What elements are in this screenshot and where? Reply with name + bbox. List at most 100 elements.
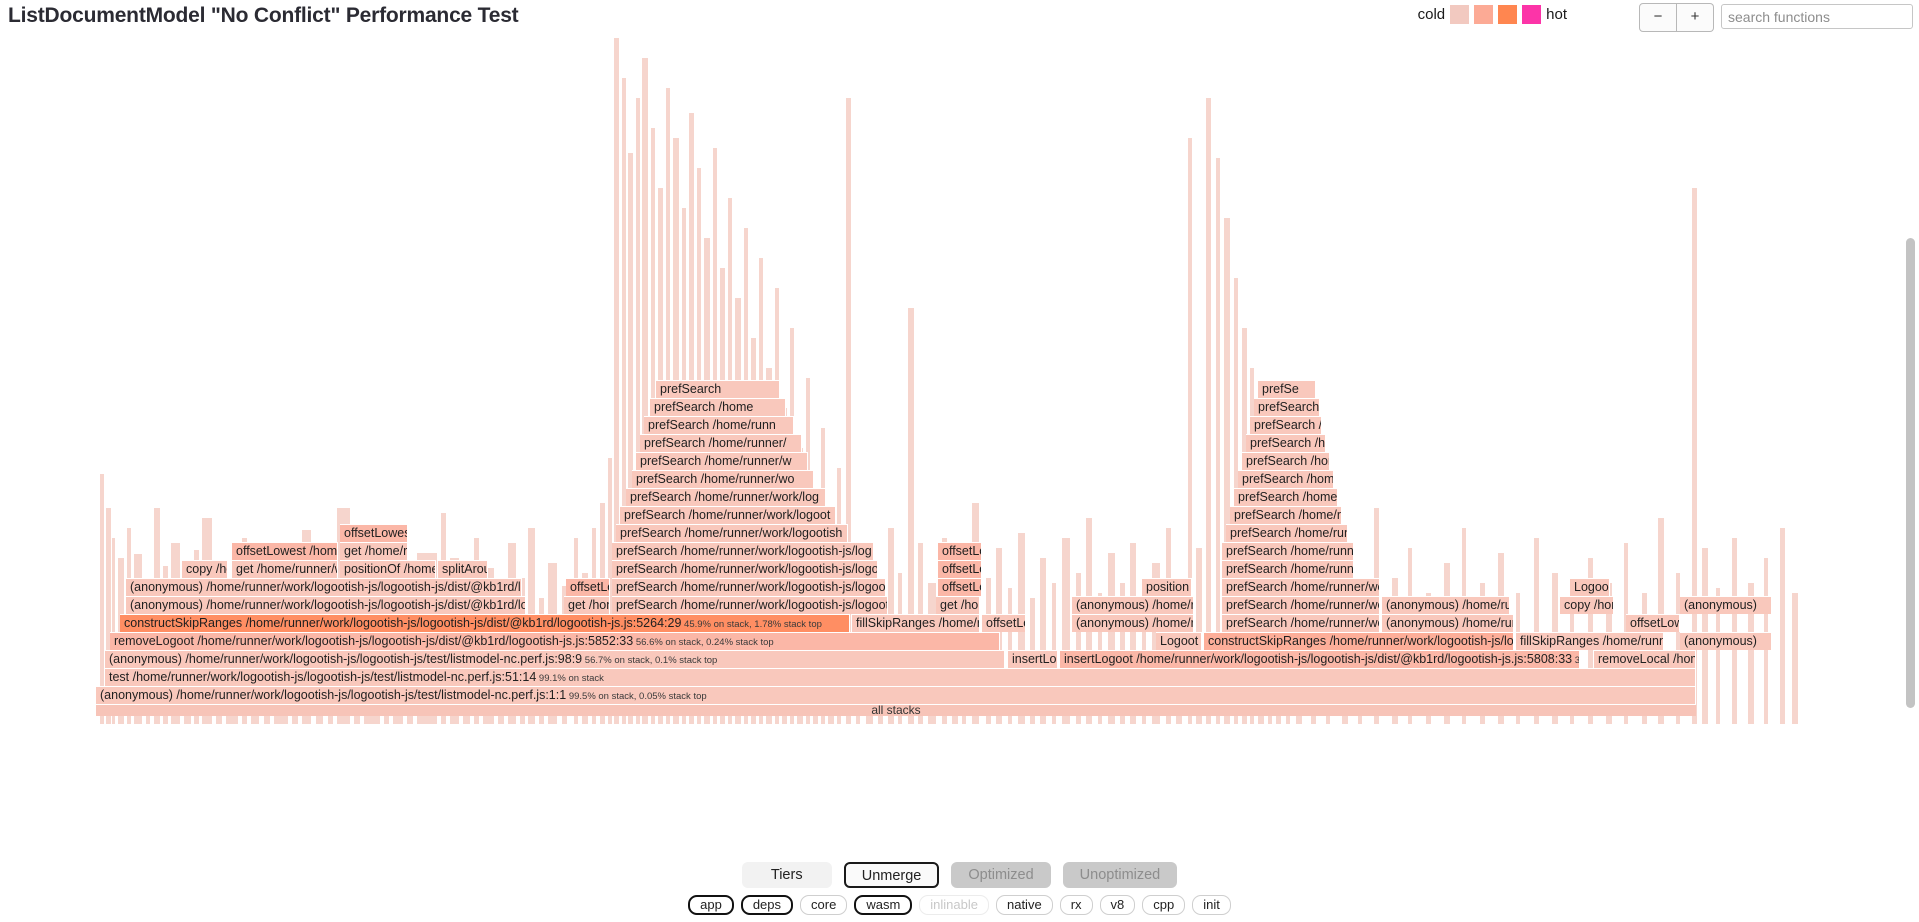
filter-button-v8[interactable]: v8: [1099, 895, 1136, 915]
flame-frame[interactable]: fillSkipRanges /home/runner: [1516, 632, 1664, 650]
flame-frame[interactable]: removeLocal /hom: [1594, 650, 1696, 668]
flame-spike[interactable]: [628, 153, 634, 724]
flame-spike[interactable]: [1792, 593, 1799, 724]
flame-frame[interactable]: prefSearch /home/runner: [1222, 560, 1354, 578]
flame-frame[interactable]: prefSearch /home/runner/work/logoot: [620, 506, 836, 524]
flame-spike[interactable]: [1716, 588, 1721, 724]
flame-spike[interactable]: [1732, 538, 1738, 724]
filter-button-cpp[interactable]: cpp: [1142, 895, 1186, 915]
flame-frame[interactable]: prefSearch /home/runner/work: [1222, 614, 1380, 632]
flame-frame[interactable]: test /home/runner/work/logootish-js/logo…: [105, 668, 1696, 686]
flame-frame[interactable]: offsetLowest: [340, 524, 408, 542]
flame-frame[interactable]: prefSearch /home/runner/work/log: [626, 488, 826, 506]
flame-frame[interactable]: get /home/runner/w: [232, 560, 338, 578]
flame-frame[interactable]: prefSearch /hom: [1242, 452, 1330, 470]
flame-frame[interactable]: offsetLowest /home: [232, 542, 338, 560]
flame-frame[interactable]: prefSearch /ho: [1246, 434, 1326, 452]
flame-spike[interactable]: [1748, 583, 1755, 724]
filter-button-native[interactable]: native: [995, 895, 1053, 915]
flame-frame[interactable]: insertLoc: [1008, 650, 1058, 668]
tier-button-tiers[interactable]: Tiers: [741, 862, 832, 888]
flame-frame[interactable]: prefSearch /home/runner/work/logootish-j…: [612, 560, 878, 578]
flame-frame[interactable]: prefSearch /home/r: [1234, 488, 1338, 506]
flame-frame[interactable]: removeLogoot /home/runner/work/logootish…: [110, 632, 1000, 650]
flame-spike[interactable]: [1130, 543, 1137, 724]
flame-frame[interactable]: fillSkipRanges /home/ru: [852, 614, 980, 632]
flame-frame[interactable]: copy /hom: [1560, 596, 1614, 614]
flame-frame[interactable]: Logoo: [1570, 578, 1610, 596]
flame-spike[interactable]: [1040, 558, 1047, 724]
flame-frame[interactable]: (anonymous): [1680, 596, 1772, 614]
flame-frame[interactable]: prefSearch /home/ru: [1230, 506, 1342, 524]
flame-frame[interactable]: prefSearch /home/runner/: [640, 434, 802, 452]
flame-frame[interactable]: offsetLo: [938, 578, 982, 596]
flame-frame[interactable]: prefSe: [1258, 380, 1316, 398]
tier-button-unmerge[interactable]: Unmerge: [843, 862, 940, 888]
filter-button-rx[interactable]: rx: [1059, 895, 1093, 915]
flame-spike[interactable]: [1188, 138, 1193, 724]
flame-frame[interactable]: offsetLo: [938, 560, 982, 578]
flame-frame[interactable]: prefSearch /home/runner/: [1222, 542, 1354, 560]
flame-frame[interactable]: prefSearch /home: [1238, 470, 1334, 488]
flame-frame[interactable]: insertLogoot /home/runner/work/logootish…: [1060, 650, 1580, 668]
flame-frame[interactable]: get /hom: [564, 596, 610, 614]
flame-frame[interactable]: (anonymous) /home/runne: [1382, 596, 1510, 614]
flame-spike[interactable]: [106, 508, 112, 724]
vertical-scrollbar-track[interactable]: [1906, 38, 1917, 850]
flame-frame[interactable]: prefSearch: [656, 380, 780, 398]
flame-frame[interactable]: prefSearch /home/runner/work: [1222, 578, 1380, 596]
flame-spike[interactable]: [1780, 528, 1786, 724]
filter-button-app[interactable]: app: [688, 895, 734, 915]
flame-frame[interactable]: positionOf /home/: [340, 560, 436, 578]
flame-frame[interactable]: (anonymous): [1680, 632, 1772, 650]
flame-spike[interactable]: [1206, 98, 1212, 724]
flame-spike[interactable]: [1216, 158, 1221, 724]
flame-spike[interactable]: [908, 308, 915, 724]
flame-frame[interactable]: (anonymous) /home/runner: [1382, 614, 1514, 632]
filter-button-wasm[interactable]: wasm: [854, 895, 913, 915]
flame-frame[interactable]: constructSkipRanges /home/runner/work/lo…: [1204, 632, 1514, 650]
flame-spike[interactable]: [1692, 188, 1698, 724]
flame-frame[interactable]: (anonymous) /home/runner/work/logootish-…: [96, 686, 1696, 704]
flame-frame[interactable]: prefSearch /home/runner/work: [1222, 596, 1380, 614]
flame-spike[interactable]: [1534, 538, 1540, 724]
flame-spike[interactable]: [846, 98, 852, 724]
flame-root-frame[interactable]: all stacks: [96, 704, 1696, 716]
flame-frame[interactable]: (anonymous) /home/ru: [1072, 614, 1194, 632]
flamegraph-canvas[interactable]: (anonymous) /home/runner/work/logootish-…: [0, 38, 1919, 850]
flame-frame[interactable]: offsetLo: [982, 614, 1026, 632]
flame-frame[interactable]: (anonymous) /home/runner/work/logootish-…: [105, 650, 1005, 668]
flame-frame[interactable]: get /home/ru: [340, 542, 408, 560]
flame-spike[interactable]: [1076, 573, 1082, 724]
flame-frame[interactable]: (anonymous) /home/runner/work/logootish-…: [126, 578, 522, 596]
zoom-out-button[interactable]: −: [1639, 3, 1677, 32]
flame-frame[interactable]: offsetLow: [1626, 614, 1680, 632]
flame-frame[interactable]: prefSearch /home/runn: [644, 416, 794, 434]
flame-frame[interactable]: prefSearch /home/runner/work/logootish: [616, 524, 848, 542]
flamegraph-stack-area[interactable]: (anonymous) /home/runner/work/logootish-…: [96, 38, 1801, 850]
flame-spike[interactable]: [100, 474, 105, 724]
flame-frame[interactable]: prefSearch /home/runner/w: [636, 452, 808, 470]
flame-frame[interactable]: get /hom: [936, 596, 980, 614]
flame-frame[interactable]: offsetLo: [938, 542, 982, 560]
flame-frame[interactable]: prefSearch /home/runn: [1226, 524, 1348, 542]
filter-button-deps[interactable]: deps: [740, 895, 794, 915]
flame-frame[interactable]: copy /ho: [182, 560, 228, 578]
flame-spike[interactable]: [112, 538, 116, 724]
flame-frame[interactable]: prefSearch /home/runner/work/logootish-j…: [612, 578, 886, 596]
flame-frame[interactable]: prefSearch /home: [650, 398, 786, 416]
flame-frame[interactable]: (anonymous) /home/runner/work/logootish-…: [126, 596, 526, 614]
vertical-scrollbar-thumb[interactable]: [1906, 238, 1915, 708]
flame-frame[interactable]: Logoot: [1156, 632, 1202, 650]
flame-spike[interactable]: [636, 98, 641, 724]
flame-frame[interactable]: prefSearch /home/runner/wo: [632, 470, 814, 488]
flame-spike[interactable]: [622, 78, 627, 724]
flame-spike[interactable]: [1108, 553, 1116, 724]
flame-frame[interactable]: (anonymous) /home/ru: [1072, 596, 1194, 614]
flame-frame[interactable]: prefSearch: [1254, 398, 1320, 416]
flame-frame[interactable]: splitArou: [438, 560, 488, 578]
flame-spike[interactable]: [642, 58, 649, 724]
flame-spike[interactable]: [614, 38, 620, 724]
filter-button-init[interactable]: init: [1192, 895, 1231, 915]
zoom-in-button[interactable]: +: [1677, 3, 1714, 32]
